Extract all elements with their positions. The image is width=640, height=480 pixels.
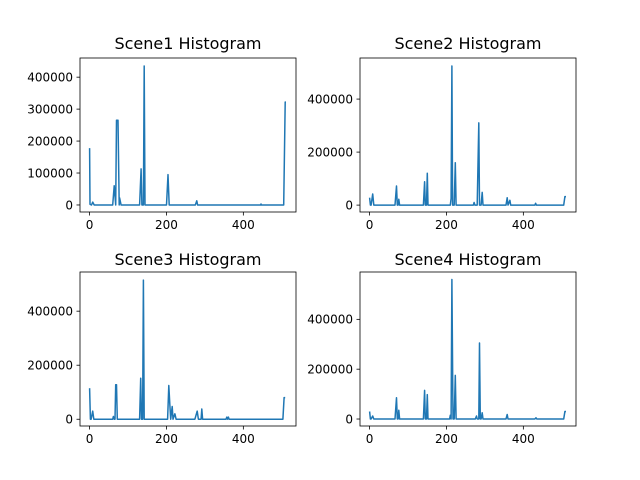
subplot-scene4: Scene4 Histogram 0 200 400 0 200000 400000 [307,250,577,446]
y-tick-label: 400000 [27,70,73,84]
y-tick-label: 0 [65,198,73,212]
y-tick-label: 400000 [307,92,353,106]
x-tick-label: 200 [435,432,458,446]
x-tick-label: 200 [155,432,178,446]
y-tick-label: 300000 [27,102,73,116]
subplot-scene2: Scene2 Histogram 0 200 400 0 200000 400000 [307,34,577,232]
x-tick-label: 0 [366,432,374,446]
x-tick-label: 200 [435,218,458,232]
y-tick-label: 400000 [27,304,73,318]
subplot-title: Scene1 Histogram [114,34,261,53]
x-tick-label: 400 [512,218,535,232]
x-tick-label: 0 [366,218,374,232]
y-tick-label: 200000 [27,359,73,373]
y-tick-label: 400000 [307,313,353,327]
y-tick-label: 200000 [307,362,353,376]
series-line [368,278,566,420]
y-tick-label: 0 [65,413,73,427]
y-tick-label: 100000 [27,166,73,180]
y-tick-label: 0 [345,412,353,426]
axes-frame [79,57,297,213]
x-tick-label: 200 [155,218,178,232]
series-line [88,65,286,206]
axes-frame [79,271,297,427]
axes-frame [359,57,577,213]
subplot-title: Scene3 Histogram [114,250,261,269]
x-tick-label: 400 [232,218,255,232]
series-line [88,279,286,420]
y-tick-label: 200000 [27,134,73,148]
y-tick-label: 200000 [307,145,353,159]
axes-frame [359,271,577,427]
x-tick-label: 0 [86,218,94,232]
x-tick-label: 0 [86,432,94,446]
subplot-scene3: Scene3 Histogram 0 200 400 0 200000 400000 [27,250,297,446]
subplot-scene1: Scene1 Histogram 0 200 400 0 100000 200000 300… [27,34,297,232]
y-tick-label: 0 [345,198,353,212]
series-line [368,65,566,206]
x-tick-label: 400 [512,432,535,446]
subplot-title: Scene2 Histogram [394,34,541,53]
subplot-title: Scene4 Histogram [394,250,541,269]
x-tick-label: 400 [232,432,255,446]
